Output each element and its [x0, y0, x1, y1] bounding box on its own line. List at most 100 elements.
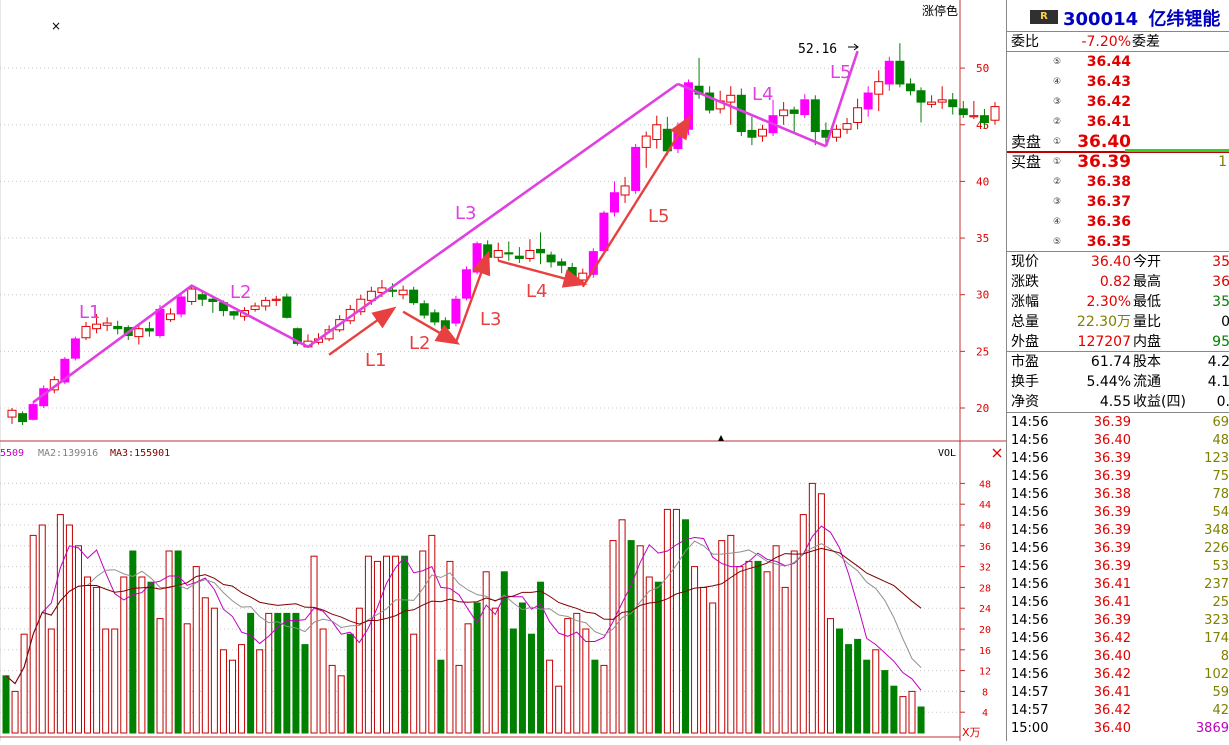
stat-value: 35 [1212, 294, 1229, 310]
candle [831, 124, 841, 142]
tick-volume: 53 [1212, 559, 1229, 574]
tick-price: 36.39 [1093, 469, 1131, 484]
tick-price: 36.39 [1093, 505, 1131, 520]
candle [536, 232, 545, 265]
volume-bar [790, 550, 798, 734]
volume-bar [183, 623, 191, 734]
tick-volume: 102 [1204, 667, 1229, 682]
volume-bar [600, 664, 608, 734]
volume-bar [890, 685, 898, 734]
buy-price: 36.38 [1086, 174, 1131, 190]
candle [948, 93, 958, 115]
vol-tick-label: 20 [979, 625, 991, 636]
volume-bar [283, 612, 291, 734]
tick-price: 36.39 [1093, 523, 1131, 538]
stat-label: 今开 [1133, 254, 1161, 270]
candle [874, 70, 884, 112]
stat-label: 收益(四) [1133, 394, 1186, 410]
tick-volume: 3869 [1195, 721, 1229, 736]
volume-bar [718, 540, 726, 734]
sell-price: 36.44 [1086, 54, 1131, 70]
tick-time: 14:56 [1011, 559, 1049, 574]
volume-bar [373, 560, 381, 734]
buy-label: 买盘 [1011, 153, 1042, 171]
candle [525, 239, 535, 262]
vol-ma-line [5, 547, 922, 685]
wave-arrow [328, 306, 397, 356]
stat-value: 95 [1212, 334, 1229, 350]
candle [409, 286, 419, 305]
volume-bar [527, 633, 535, 734]
vol-tick-label: 36 [979, 542, 991, 553]
tick-time: 14:56 [1011, 649, 1049, 664]
stat-label: 现价 [1011, 254, 1039, 270]
stat-row: 涨幅 2.30% 最低 35 [1007, 292, 1229, 312]
stat-label: 市盈 [1011, 354, 1039, 370]
stock-code-name[interactable]: 300014 亿纬锂能 [1063, 5, 1220, 31]
volume-bar [410, 633, 418, 734]
wave-label-L1-red: L1 [365, 350, 386, 371]
candle [958, 100, 968, 118]
stat-value: 4.1 [1207, 374, 1229, 390]
buy-first-qty: 1 [1218, 154, 1227, 170]
vol-tick-label: 4 [982, 708, 988, 719]
stat-label: 流通 [1133, 374, 1161, 390]
volume-bar [210, 607, 218, 734]
tick-price: 36.41 [1093, 595, 1131, 610]
candle [92, 313, 102, 334]
close-icon[interactable] [992, 448, 1002, 458]
volume-bar [509, 628, 517, 734]
wave-arrow [581, 115, 692, 288]
vol-label: VOL [938, 448, 956, 459]
candle [842, 117, 852, 134]
candle [853, 98, 863, 130]
stat-label: 净资 [1011, 394, 1039, 410]
candle [7, 408, 17, 424]
tick-volume: 48 [1212, 433, 1229, 448]
candle [705, 86, 715, 114]
candle [810, 95, 820, 146]
candle [261, 296, 271, 311]
volume-bar [392, 555, 400, 734]
sell-level-row: 卖盘 ① 36.40 [1007, 132, 1229, 152]
tick-price: 36.39 [1093, 451, 1131, 466]
wave-label-L2-red: L2 [409, 333, 430, 354]
volume-bar [428, 534, 436, 734]
candle [208, 296, 218, 313]
stat-value: 5.44% [1086, 374, 1131, 390]
tick-row: 14:56 36.39 226 [1007, 540, 1229, 558]
tick-time: 14:56 [1011, 631, 1049, 646]
candle [789, 106, 799, 134]
limit-color-label[interactable]: 涨停色 [922, 3, 958, 18]
price-tick-label: 50 [976, 62, 989, 75]
volume-bar [74, 545, 82, 734]
volume-bar [310, 555, 318, 734]
wave-line [191, 284, 309, 348]
tick-price: 36.39 [1093, 613, 1131, 628]
volume-bar [355, 607, 363, 734]
tick-row: 14:56 36.39 323 [1007, 612, 1229, 630]
candle [863, 86, 873, 117]
volume-bar [56, 514, 64, 734]
kline-chart-area[interactable]: 50 45 40 35 30 25 20 48 44 40 36 32 28 24 20 16 12 8 4 涨停… [0, 0, 1006, 741]
stat-row: 总量 22.30万 量比 0 [1007, 312, 1229, 332]
volume-bar [84, 576, 92, 734]
volume-bar [781, 586, 789, 734]
volume-bar [238, 644, 246, 734]
stat-value: 2.30% [1086, 294, 1131, 310]
tick-volume: 25 [1212, 595, 1229, 610]
cursor-marker-icon [718, 435, 724, 441]
volume-bar [328, 664, 336, 734]
volume-bar [38, 524, 46, 734]
volume-bar [93, 586, 101, 734]
order-index-icon: ③ [1053, 97, 1062, 107]
volume-bar [446, 560, 454, 734]
vol-tick-label: 16 [979, 646, 991, 657]
stat-value: 61.74 [1090, 354, 1131, 370]
tick-volume: 237 [1204, 577, 1229, 592]
volume-bar [555, 685, 563, 734]
tick-row: 14:56 36.39 54 [1007, 504, 1229, 522]
volume-bar [808, 482, 816, 734]
volume-bar [872, 649, 880, 734]
